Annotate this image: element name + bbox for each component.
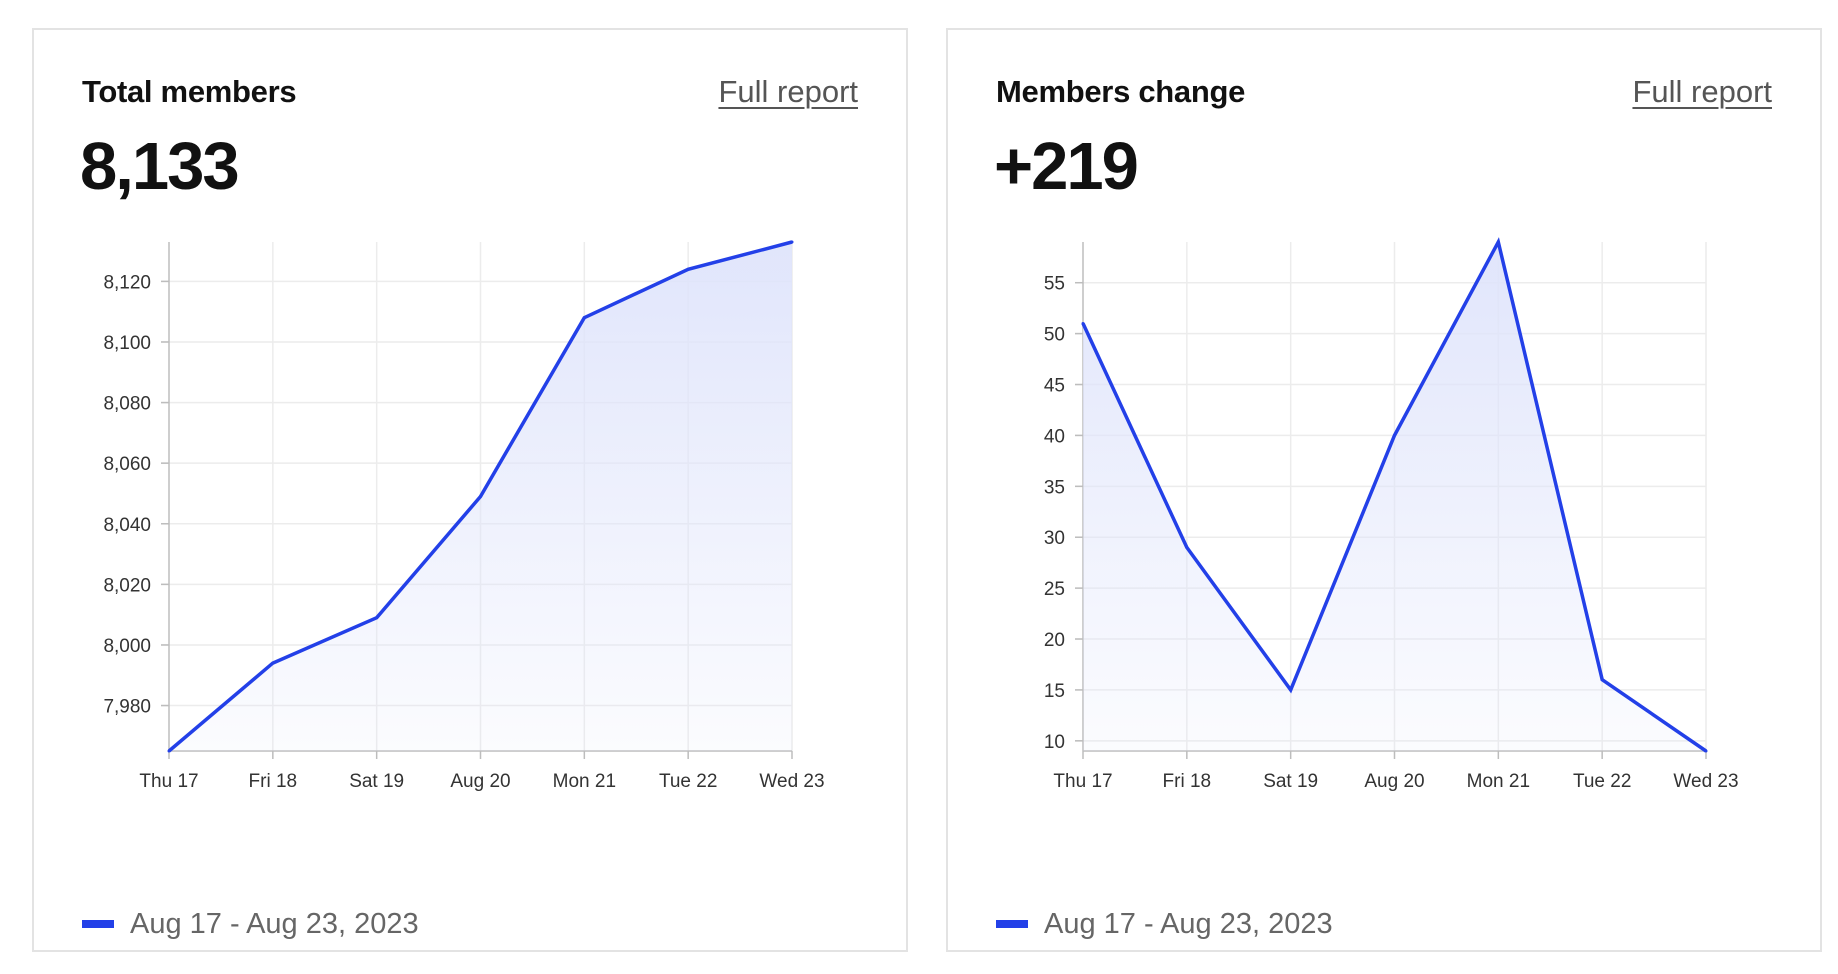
y-tick-label: 20 [1044, 630, 1065, 651]
y-tick-label: 8,040 [103, 515, 151, 536]
data-point [271, 661, 275, 665]
y-tick-label: 8,000 [103, 636, 151, 657]
data-point [1496, 240, 1500, 244]
data-point [479, 495, 482, 498]
x-tick-label: Wed 23 [1673, 771, 1738, 792]
x-tick-label: Fri 18 [1163, 771, 1212, 792]
x-tick-label: Wed 23 [759, 771, 824, 792]
data-point [1600, 678, 1604, 682]
y-tick-label: 8,120 [103, 272, 151, 293]
y-tick-label: 25 [1044, 579, 1065, 600]
y-tick-label: 50 [1044, 325, 1065, 346]
legend-label: Aug 17 - Aug 23, 2023 [130, 907, 419, 940]
x-tick-label: Mon 21 [1467, 771, 1530, 792]
x-tick-label: Sat 19 [349, 771, 404, 792]
data-point [582, 316, 586, 320]
x-tick-label: Thu 17 [1053, 771, 1112, 792]
data-point [1393, 433, 1396, 437]
x-tick-label: Sat 19 [1263, 771, 1318, 792]
members-change-chart: 10 15 20 25 30 35 40 45 50 55 Thu 17 Fri 18 Sat 19 Au… [1044, 237, 1739, 792]
metric-value: 8,133 [80, 129, 240, 204]
y-tick-label: 8,080 [103, 394, 151, 415]
data-point [1289, 688, 1293, 692]
y-tick-label: 40 [1044, 426, 1065, 447]
data-point [1185, 545, 1189, 549]
full-report-link[interactable]: Full report [1632, 74, 1772, 109]
chart-legend: Aug 17 - Aug 23, 2023 [996, 904, 1333, 944]
y-tick-label: 45 [1044, 376, 1065, 397]
card-title: Members change [996, 74, 1246, 109]
x-tick-label: Aug 20 [450, 771, 510, 792]
total-members-chart: 7,980 8,000 8,020 8,040 8,060 8,080 8,100 8,120… [103, 240, 825, 792]
card-title: Total members [82, 74, 297, 109]
y-tick-label: 30 [1044, 528, 1065, 549]
data-point [167, 749, 171, 753]
x-tick-label: Tue 22 [1573, 771, 1631, 792]
legend-swatch [996, 920, 1028, 928]
y-tick-label: 8,100 [103, 333, 151, 354]
total-members-card: Total members Full report 8,133 7,980 8,0… [32, 28, 908, 952]
data-point [790, 240, 794, 244]
data-point [686, 267, 690, 271]
x-tick-label: Tue 22 [659, 771, 717, 792]
chart-legend: Aug 17 - Aug 23, 2023 [82, 904, 419, 944]
legend-swatch [82, 920, 114, 928]
y-tick-label: 35 [1044, 477, 1065, 498]
x-tick-label: Aug 20 [1364, 771, 1424, 792]
y-tick-label: 10 [1044, 732, 1065, 753]
y-tick-label: 8,020 [103, 575, 151, 596]
y-tick-label: 15 [1044, 681, 1065, 702]
x-tick-label: Fri 18 [249, 771, 298, 792]
x-tick-label: Thu 17 [139, 771, 198, 792]
metric-value: +219 [994, 129, 1139, 204]
y-tick-label: 7,980 [103, 697, 151, 718]
x-tick-label: Mon 21 [553, 771, 616, 792]
y-tick-label: 8,060 [103, 454, 151, 475]
full-report-link[interactable]: Full report [718, 74, 858, 109]
members-change-card: Members change Full report +219 10 15 20 25… [946, 28, 1822, 952]
legend-label: Aug 17 - Aug 23, 2023 [1044, 907, 1333, 940]
data-point [375, 616, 379, 620]
y-tick-label: 55 [1044, 274, 1065, 295]
data-point [1704, 749, 1708, 753]
series-area [1083, 242, 1706, 751]
data-point [1081, 321, 1085, 325]
